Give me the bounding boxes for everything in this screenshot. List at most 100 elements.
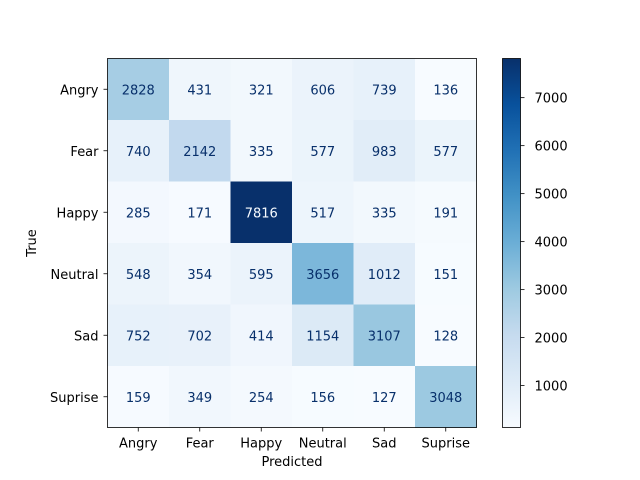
heatmap-cell-label: 2142 — [183, 145, 216, 160]
heatmap-cell-label: 595 — [249, 268, 274, 283]
heatmap-cell-label: 335 — [372, 206, 397, 221]
x-axis-label: Predicted — [261, 455, 322, 470]
heatmap-cell-label: 335 — [249, 145, 274, 160]
heatmap-cell-label: 354 — [187, 268, 212, 283]
heatmap-cell — [107, 304, 170, 367]
heatmap-cell-label: 983 — [372, 145, 397, 160]
heatmap-cell — [292, 181, 354, 244]
colorbar — [502, 58, 521, 428]
heatmap-cell — [230, 304, 293, 367]
y-tick-label: Neutral — [51, 268, 99, 283]
heatmap-cell — [107, 120, 170, 182]
heatmap-cell-label: 577 — [310, 145, 335, 160]
y-tick-label: Happy — [57, 206, 99, 221]
x-axis-ticks: Angry Fear Happy Neutral Sad Suprise — [119, 427, 470, 452]
heatmap-cell — [169, 366, 231, 428]
heatmap-cell-label: 254 — [249, 391, 274, 406]
x-tick-label: Fear — [186, 437, 215, 452]
heatmap-cell-label: 752 — [126, 329, 151, 344]
heatmap-cell — [230, 243, 293, 305]
heatmap-cell-label: 2828 — [122, 83, 155, 98]
heatmap-cell-label: 606 — [310, 83, 335, 98]
heatmap-cell-label: 136 — [433, 83, 458, 98]
heatmap-cell — [292, 58, 354, 121]
colorbar-tick-label: 3000 — [535, 284, 568, 299]
heatmap-cell — [292, 366, 354, 428]
heatmap-cell — [230, 181, 293, 244]
heatmap-cell — [169, 120, 231, 182]
heatmap-cell-label: 517 — [310, 206, 335, 221]
heatmap-cell — [353, 243, 416, 305]
heatmap-cell-label: 151 — [433, 268, 458, 283]
x-tick-label: Suprise — [422, 437, 470, 452]
heatmap-cell — [353, 120, 416, 182]
heatmap-cell — [415, 181, 477, 244]
heatmap-cell-label: 191 — [433, 206, 458, 221]
y-tick-label: Angry — [60, 83, 99, 98]
heatmap-cell-label: 285 — [126, 206, 151, 221]
heatmap-cell-labels: 2828 431 321 606 739 136 740 2142 335 577 983 577 28… — [122, 83, 463, 406]
heatmap-cell-label: 156 — [310, 391, 335, 406]
x-tick-label: Happy — [240, 437, 282, 452]
colorbar-tick-label: 5000 — [535, 188, 568, 203]
heatmap-cell-label: 431 — [187, 83, 212, 98]
y-tick-label: Sad — [74, 329, 98, 344]
heatmap-cell — [169, 304, 231, 367]
heatmap-cell-label: 159 — [126, 391, 151, 406]
colorbar-tick-label: 1000 — [535, 380, 568, 395]
heatmap-cell — [415, 120, 477, 182]
heatmap-cell-label: 739 — [372, 83, 397, 98]
heatmap-cell — [415, 304, 477, 367]
heatmap-cell — [169, 243, 231, 305]
colorbar-tick-label: 6000 — [535, 140, 568, 155]
heatmap-cell — [107, 58, 170, 121]
heatmap-cell — [169, 58, 231, 121]
heatmap-cell — [353, 181, 416, 244]
y-tick-label: Fear — [70, 145, 99, 160]
heatmap-cell — [353, 366, 416, 428]
heatmap-cell-label: 414 — [249, 329, 274, 344]
x-tick-label: Sad — [372, 437, 396, 452]
heatmap-cell-label: 7816 — [245, 206, 278, 221]
heatmap-cell-label: 349 — [187, 391, 212, 406]
heatmap-cell — [353, 304, 416, 367]
colorbar-tick-label: 7000 — [535, 92, 568, 107]
heatmap-cell — [292, 243, 354, 305]
heatmap-cell — [107, 366, 170, 428]
y-axis-label: True — [25, 229, 40, 258]
heatmap-cell-label: 1012 — [368, 268, 401, 283]
heatmap-cell — [292, 304, 354, 367]
heatmap-cell-label: 3048 — [429, 391, 462, 406]
heatmap-cell — [292, 120, 354, 182]
heatmap-frame — [107, 58, 477, 428]
heatmap-cells — [107, 58, 477, 428]
heatmap-cell — [415, 243, 477, 305]
heatmap-cell-label: 577 — [433, 145, 458, 160]
heatmap-cell-label: 321 — [249, 83, 274, 98]
heatmap-cell — [230, 120, 293, 182]
heatmap-cell — [107, 181, 170, 244]
heatmap-cell-label: 1154 — [306, 329, 339, 344]
heatmap-cell-label: 548 — [126, 268, 151, 283]
heatmap-cell — [230, 366, 293, 428]
colorbar-ticks: 1000 2000 3000 4000 5000 6000 7000 — [520, 92, 568, 395]
heatmap-cell — [169, 181, 231, 244]
colorbar-tick-label: 4000 — [535, 236, 568, 251]
heatmap-cell — [415, 366, 477, 428]
heatmap-cell-label: 3107 — [368, 329, 401, 344]
heatmap-cell-label: 702 — [187, 329, 212, 344]
heatmap-cell-label: 171 — [187, 206, 212, 221]
heatmap-cell-label: 128 — [433, 329, 458, 344]
x-tick-label: Angry — [119, 437, 158, 452]
heatmap-cell — [107, 243, 170, 305]
colorbar-tick-label: 2000 — [535, 332, 568, 347]
heatmap-cell-label: 127 — [372, 391, 397, 406]
heatmap-cell — [415, 58, 477, 121]
x-tick-label: Neutral — [299, 437, 347, 452]
heatmap-cell-label: 3656 — [306, 268, 339, 283]
heatmap-cell — [230, 58, 293, 121]
heatmap-cell-label: 740 — [126, 145, 151, 160]
heatmap-cell — [353, 58, 416, 121]
y-axis-ticks: Angry Fear Happy Neutral Sad Suprise — [50, 83, 108, 406]
